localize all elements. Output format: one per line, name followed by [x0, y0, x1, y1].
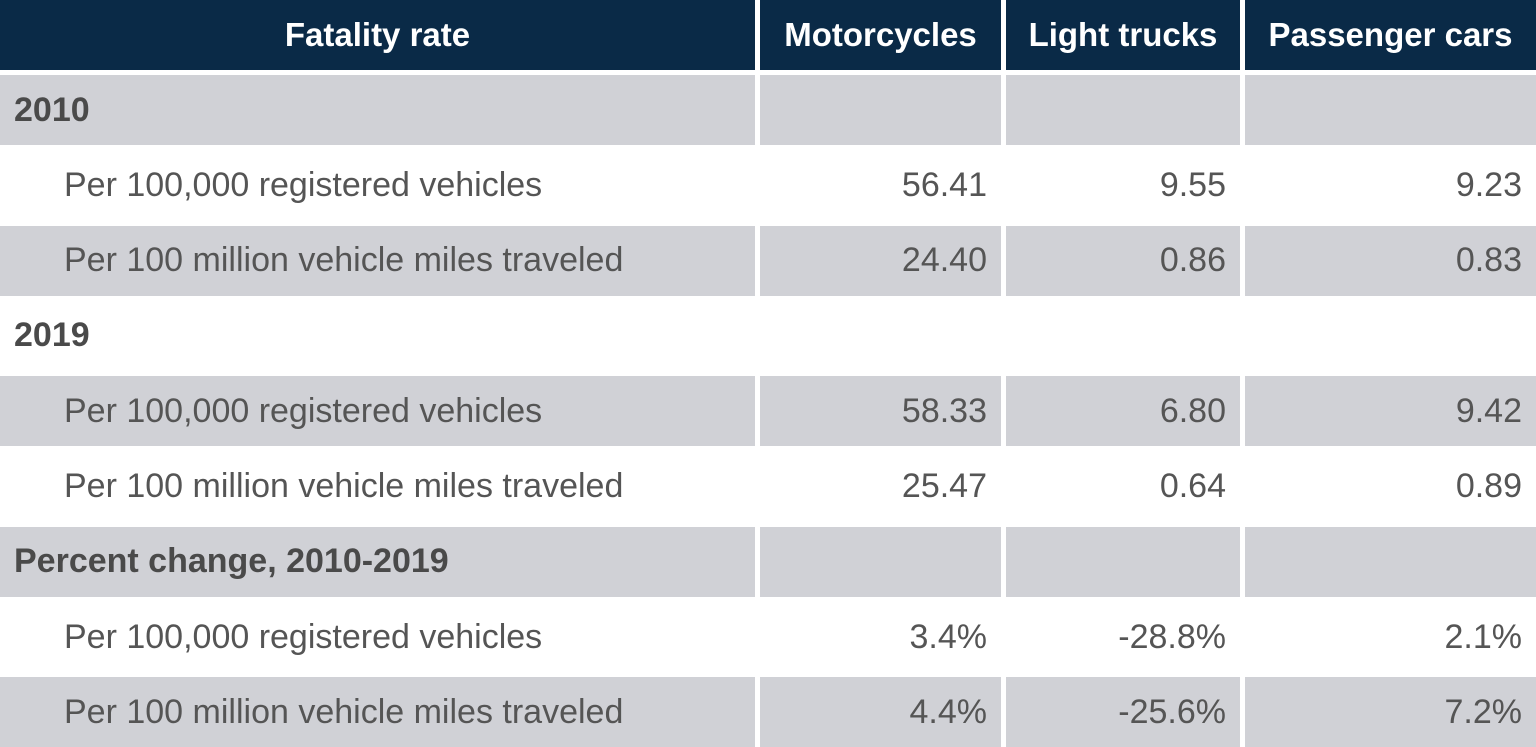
- header-cell: Light trucks: [1006, 0, 1240, 70]
- empty-cell: [1006, 526, 1240, 597]
- value-cell: 24.40: [760, 225, 1001, 296]
- empty-cell: [1006, 75, 1240, 145]
- section-label: Percent change, 2010-2019: [0, 526, 755, 597]
- value-cell: 9.23: [1455, 165, 1522, 204]
- empty-cell: [1245, 526, 1536, 597]
- value-cell: 0.83: [1245, 225, 1536, 296]
- section-label: 2019: [14, 316, 90, 355]
- value-cell: -28.8%: [1118, 617, 1226, 656]
- value-cell: 7.2%: [1245, 677, 1536, 747]
- value-cell: 9.42: [1245, 376, 1536, 447]
- row-label: Per 100 million vehicle miles traveled: [64, 467, 624, 505]
- empty-cell: [1245, 301, 1536, 371]
- row-label: Per 100 million vehicle miles traveled: [0, 677, 755, 747]
- empty-cell: [1245, 75, 1536, 145]
- row-label: Per 100 million vehicle miles traveled: [0, 225, 755, 296]
- value-cell: 2.1%: [1444, 617, 1523, 656]
- value-cell: 25.47: [901, 467, 987, 505]
- header-cell: Fatality rate: [0, 0, 755, 70]
- value-cell: 58.33: [760, 376, 1001, 447]
- header-cell: Passenger cars: [1245, 0, 1536, 70]
- value-cell: 0.89: [1455, 467, 1522, 505]
- empty-cell: [760, 75, 1001, 145]
- empty-cell: [1006, 301, 1240, 371]
- value-cell: 4.4%: [760, 677, 1001, 747]
- row-label: Per 100,000 registered vehicles: [0, 376, 755, 447]
- value-cell: 56.41: [901, 165, 987, 204]
- value-cell: 6.80: [1006, 376, 1240, 447]
- row-label: Per 100,000 registered vehicles: [64, 617, 543, 656]
- empty-cell: [760, 301, 1001, 371]
- value-cell: 3.4%: [909, 617, 988, 656]
- value-cell: 0.64: [1159, 467, 1226, 505]
- value-cell: -25.6%: [1006, 677, 1240, 747]
- section-label: 2010: [0, 75, 755, 145]
- value-cell: 9.55: [1159, 165, 1226, 204]
- value-cell: 0.86: [1006, 225, 1240, 296]
- empty-cell: [760, 526, 1001, 597]
- header-cell: Motorcycles: [760, 0, 1001, 70]
- row-label: Per 100,000 registered vehicles: [64, 165, 543, 204]
